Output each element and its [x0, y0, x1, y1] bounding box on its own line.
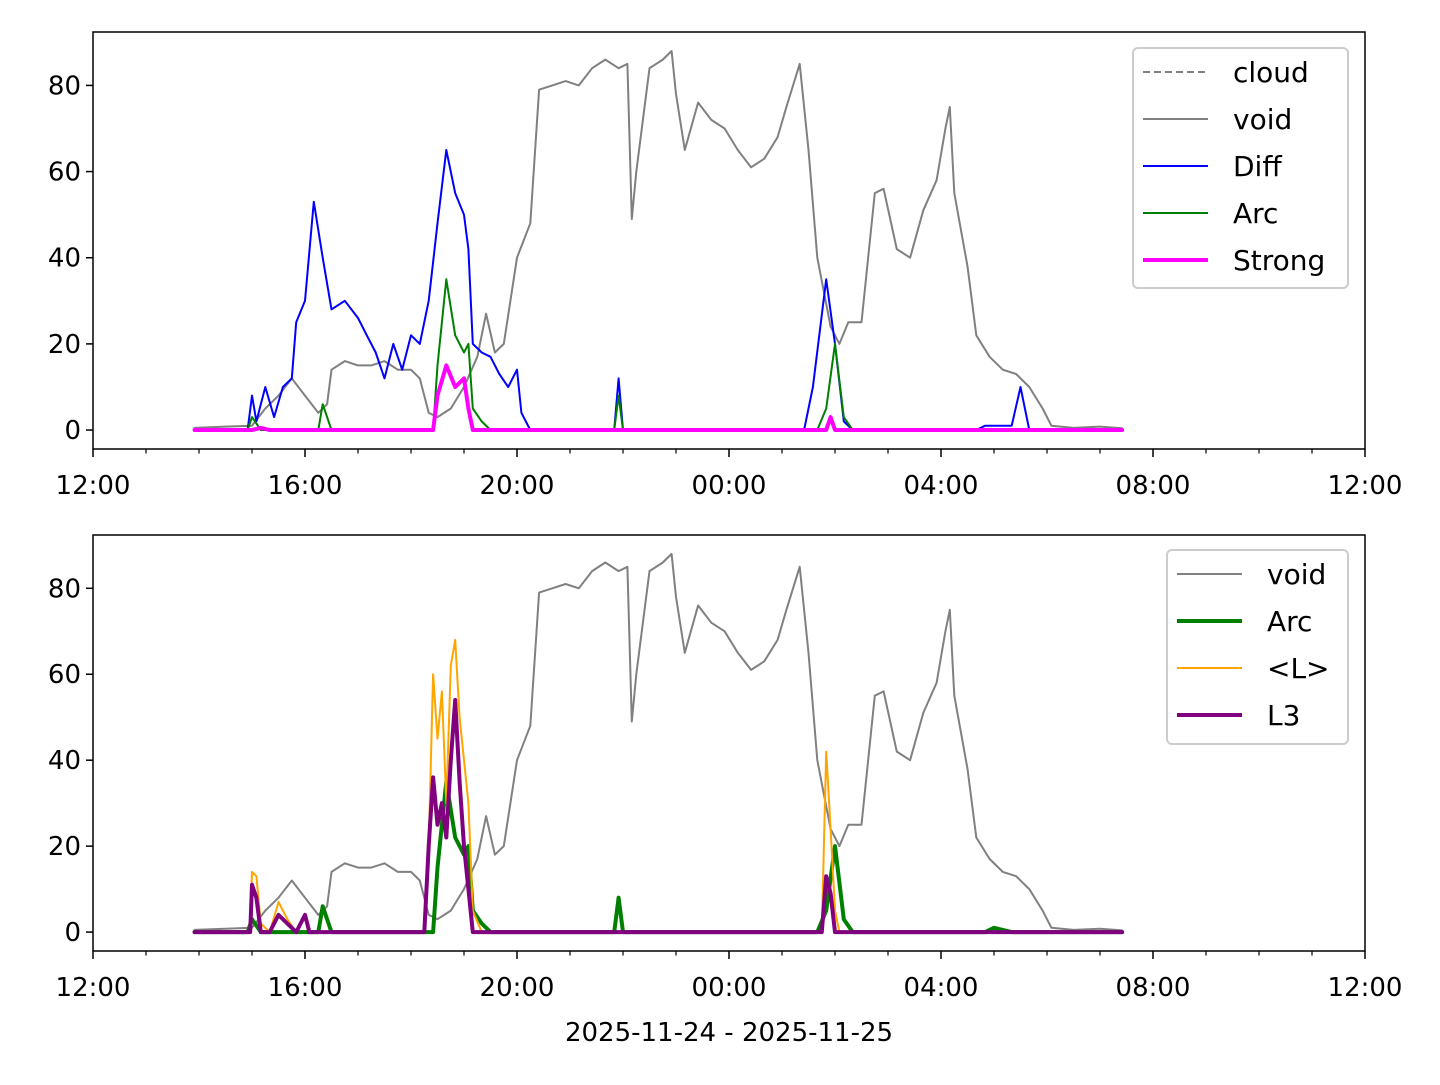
y-tick-label: 0 — [64, 918, 81, 948]
legend-label: Strong — [1233, 244, 1325, 277]
x-tick-label: 08:00 — [1116, 973, 1191, 1003]
legend-label: <L> — [1267, 652, 1330, 685]
x-tick-label: 04:00 — [904, 973, 979, 1003]
legend-label: L3 — [1267, 699, 1300, 732]
chart-panel-2: 0 20 40 60 80 12:00 16:00 20:00 00:00 04:00 08:00 1… — [48, 534, 1403, 1048]
series-group — [192, 50, 1125, 432]
x-tick-label: 00:00 — [692, 471, 767, 501]
x-tick-label: 20:00 — [480, 973, 555, 1003]
series-line-arc — [192, 779, 1125, 935]
legend-label: Diff — [1233, 150, 1282, 183]
legend: cloud void Diff Arc Strong — [1132, 47, 1349, 289]
x-tick-label: 12:00 — [1328, 973, 1403, 1003]
y-tick-label: 80 — [48, 71, 81, 101]
x-tick-label: 00:00 — [692, 973, 767, 1003]
y-tick-label: 0 — [64, 416, 81, 446]
y-tick-label: 60 — [48, 660, 81, 690]
y-tick-label: 20 — [48, 832, 81, 862]
y-tick-label: 80 — [48, 574, 81, 604]
y-tick-label: 40 — [48, 244, 81, 274]
legend-label: void — [1267, 558, 1326, 591]
x-tick-label: 12:00 — [56, 973, 131, 1003]
y-tick-label: 60 — [48, 158, 81, 188]
x-axis-label: 2025-11-24 - 2025-11-25 — [565, 1018, 893, 1048]
x-tick-label: 12:00 — [56, 471, 131, 501]
x-tick-label: 20:00 — [480, 471, 555, 501]
y-tick-label: 40 — [48, 746, 81, 776]
x-tick-label: 16:00 — [268, 471, 343, 501]
legend-label: void — [1233, 103, 1292, 136]
series-line-strong — [192, 363, 1125, 432]
legend-label: Arc — [1267, 605, 1312, 638]
x-tick-label: 08:00 — [1116, 471, 1191, 501]
legend-box — [1132, 47, 1349, 289]
series-group — [192, 552, 1125, 935]
x-tick-label: 04:00 — [904, 471, 979, 501]
x-tick-label: 16:00 — [268, 973, 343, 1003]
series-line-l3 — [192, 698, 1125, 935]
chart-panel-1: 0 20 40 60 80 12:00 16:00 20:00 00:00 04:00 08:00 1… — [48, 31, 1403, 501]
series-line-void — [193, 552, 1124, 932]
legend-box — [1166, 549, 1349, 745]
y-tick-label: 20 — [48, 330, 81, 360]
legend-label: cloud — [1233, 56, 1309, 89]
legend: void Arc <L> L3 — [1166, 549, 1349, 745]
series-line-diff — [193, 149, 1124, 431]
x-tick-label: 12:00 — [1328, 471, 1403, 501]
legend-label: Arc — [1233, 197, 1278, 230]
